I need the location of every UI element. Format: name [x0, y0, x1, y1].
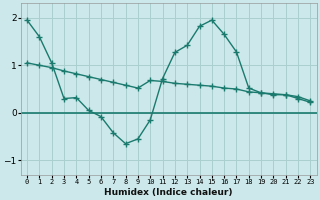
- X-axis label: Humidex (Indice chaleur): Humidex (Indice chaleur): [104, 188, 233, 197]
